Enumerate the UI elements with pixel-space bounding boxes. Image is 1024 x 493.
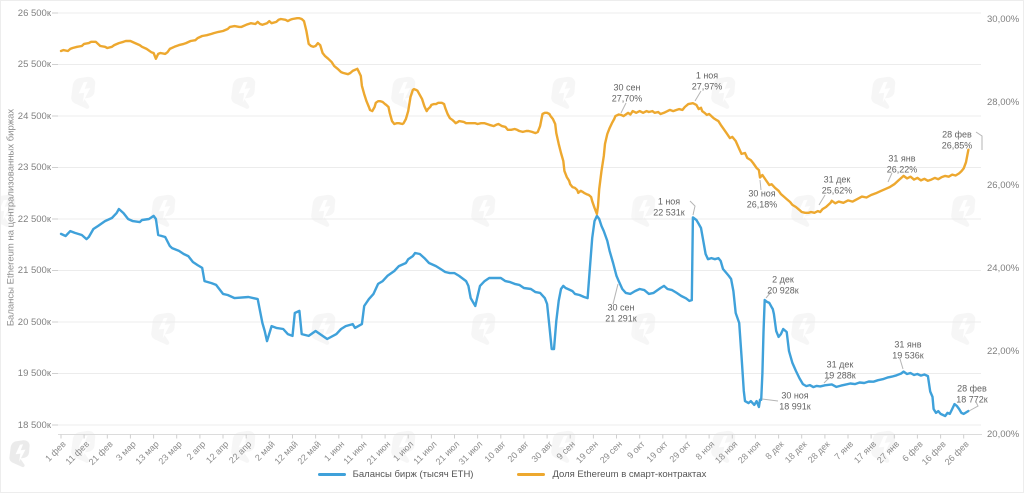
- y-left-tick-label: 26 500к: [17, 7, 51, 19]
- annotation-date: 31 дек: [826, 359, 854, 370]
- y-left-tick-label: 23 500к: [17, 162, 51, 173]
- annotation-value: 27,97%: [691, 81, 723, 91]
- forklog-watermark-icon: [308, 193, 339, 229]
- forklog-watermark-icon: [788, 311, 819, 347]
- forklog-watermark-icon: [148, 311, 179, 347]
- annotation-callout: 2 дек 20 928к: [767, 275, 798, 296]
- y-left-tick-label: 19 500к: [17, 368, 51, 379]
- annotation-date: 2 дек: [772, 274, 794, 285]
- y-left-tick-label: 25 500к: [17, 59, 51, 70]
- series-line-balances: [59, 207, 970, 418]
- y-left-tick-label: 18 500к: [17, 419, 51, 431]
- annotation-value: 18 991к: [779, 401, 811, 411]
- y-right-tick-label: 28,00%: [987, 96, 1020, 108]
- annotation-date: 1 ноя: [657, 196, 681, 207]
- y-right-tick-label: 22,00%: [987, 345, 1020, 357]
- y-right-tick-label: 26,00%: [987, 179, 1020, 191]
- annotation-value: 27,70%: [611, 93, 643, 103]
- y-left-tick-label: 24 500к: [17, 110, 51, 122]
- legend-label-balances: Балансы бирж (тысяч ETH): [352, 469, 474, 480]
- annotation-date: 1 ноя: [695, 70, 719, 81]
- annotation-value: 26,22%: [886, 164, 918, 174]
- annotation-date: 28 фев: [942, 129, 972, 140]
- forklog-watermark-icon: [228, 75, 259, 111]
- annotation-callout: 30 ноя 18 991к: [779, 391, 810, 412]
- annotation-date: 30 сен: [607, 302, 635, 313]
- annotation-value: 26,18%: [746, 199, 778, 209]
- annotation-date: 31 янв: [894, 339, 922, 350]
- annotation-value: 21 291к: [605, 313, 637, 323]
- forklog-watermark-icon: [948, 311, 979, 347]
- legend-item-balances[interactable]: Балансы бирж (тысяч ETH): [317, 469, 474, 480]
- annotation-callout: 31 янв 26,22%: [887, 154, 918, 175]
- y-right-tick-label: 30,00%: [987, 13, 1020, 25]
- y-left-tick-label: 22 500к: [17, 213, 51, 225]
- y-right-tick-label: 20,00%: [987, 428, 1020, 440]
- forklog-watermark-icon: [388, 75, 419, 111]
- annotation-value: 22 531к: [653, 207, 685, 217]
- annotation-callout: 1 ноя 27,97%: [692, 71, 723, 92]
- annotation-date: 30 ноя: [748, 188, 776, 199]
- y-axis-title: Балансы Ethereum на централизованных бир…: [5, 108, 17, 327]
- series-line-share: [59, 17, 970, 216]
- annotation-date: 30 сен: [613, 82, 641, 93]
- annotation-callout: 1 ноя 22 531к: [653, 197, 684, 218]
- annotation-value: 19 288к: [824, 370, 856, 380]
- annotation-date: 31 янв: [888, 153, 916, 164]
- y-right-tick-label: 24,00%: [987, 262, 1020, 274]
- annotation-callout: 30 ноя 26,18%: [747, 189, 778, 210]
- forklog-watermark-icon: [868, 75, 899, 111]
- annotation-value: 18 772к: [956, 394, 988, 404]
- annotation-value: 19 536к: [892, 350, 924, 360]
- y-left-tick-label: 20 500к: [17, 316, 51, 328]
- forklog-watermark-icon: [148, 193, 179, 229]
- annotation-value: 26,85%: [941, 140, 973, 150]
- annotation-value: 20 928к: [767, 285, 799, 295]
- annotation-callout: 31 дек 19 288к: [824, 360, 855, 381]
- annotation-callout: 28 фев 26,85%: [942, 130, 973, 151]
- annotation-date: 28 фев: [957, 383, 987, 394]
- annotation-callout: 30 сен 27,70%: [612, 83, 643, 104]
- y-left-tick-label: 21 500к: [17, 265, 51, 276]
- annotation-value: 25,62%: [821, 185, 853, 195]
- forklog-watermark-icon: [308, 311, 339, 347]
- legend: Балансы бирж (тысяч ETH) Доля Ethereum в…: [1, 469, 1023, 480]
- forklog-watermark-icon: [948, 193, 979, 229]
- forklog-watermark-icon: [468, 193, 499, 229]
- legend-label-share: Доля Ethereum в смарт-контрактах: [552, 469, 707, 480]
- legend-swatch-share: [517, 473, 546, 476]
- annotation-callout: 30 сен 21 291к: [605, 303, 636, 324]
- forklog-watermark-icon: [68, 75, 99, 111]
- forklog-watermark-icon: [548, 75, 579, 111]
- annotation-callout: 31 дек 25,62%: [822, 175, 853, 196]
- annotation-date: 30 ноя: [781, 390, 809, 401]
- legend-swatch-balances: [317, 473, 346, 476]
- annotation-date: 31 дек: [823, 174, 851, 185]
- legend-item-share[interactable]: Доля Ethereum в смарт-контрактах: [517, 469, 706, 480]
- annotation-callout: 31 янв 19 536к: [892, 340, 923, 361]
- annotation-callout: 28 фев 18 772к: [956, 384, 987, 405]
- forklog-watermark-icon: [468, 311, 499, 347]
